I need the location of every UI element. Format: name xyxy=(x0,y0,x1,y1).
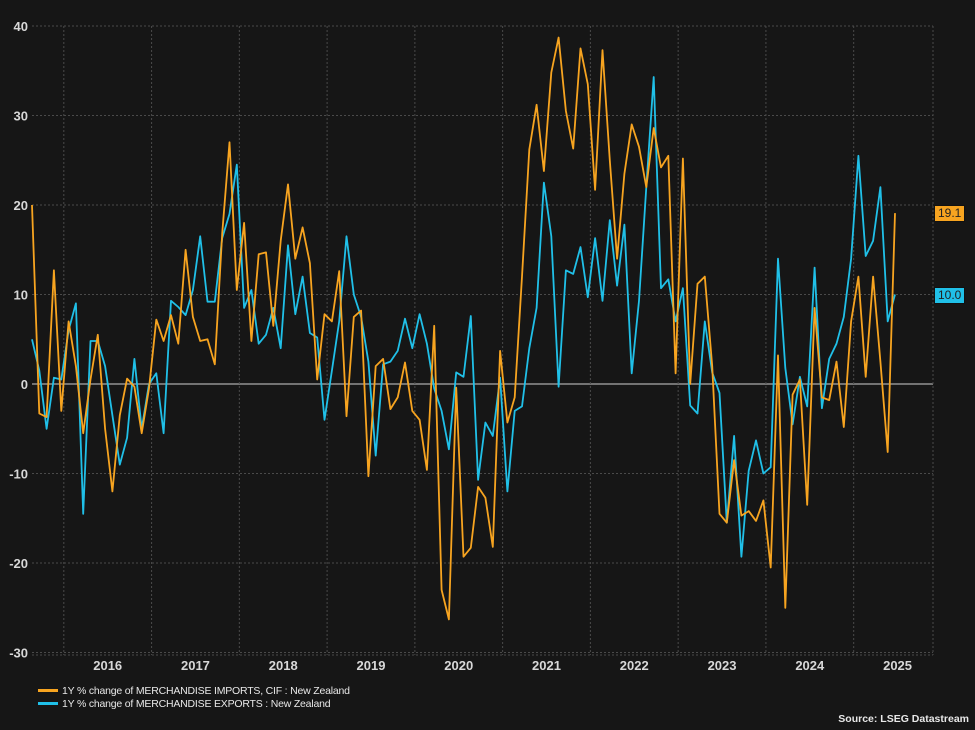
grid xyxy=(32,25,934,656)
x-tick-label: 2021 xyxy=(532,658,561,673)
y-tick-label: 30 xyxy=(14,109,28,124)
y-tick-label: 0 xyxy=(21,377,28,392)
x-tick-label: 2019 xyxy=(357,658,386,673)
x-tick-label: 2018 xyxy=(269,658,298,673)
exports-line xyxy=(31,76,896,558)
legend: 1Y % change of MERCHANDISE IMPORTS, CIF … xyxy=(38,684,350,710)
x-tick-label: 2016 xyxy=(93,658,122,673)
legend-label: 1Y % change of MERCHANDISE EXPORTS : New… xyxy=(62,697,331,710)
y-tick-label: 10 xyxy=(14,288,28,303)
x-tick-label: 2024 xyxy=(795,658,825,673)
y-tick-label: 40 xyxy=(14,19,28,34)
y-axis: 40 30 20 10 0 -10 -20 -30 xyxy=(9,19,28,661)
y-tick-label: -30 xyxy=(9,646,28,661)
x-tick-label: 2023 xyxy=(708,658,737,673)
x-tick-label: 2022 xyxy=(620,658,649,673)
y-tick-label: -20 xyxy=(9,556,28,571)
x-tick-label: 2017 xyxy=(181,658,210,673)
x-axis: 2016 2017 2018 2019 2020 2021 2022 2023 2024 2025 xyxy=(93,658,912,673)
y-tick-label: 20 xyxy=(14,198,28,213)
x-tick-label: 2020 xyxy=(444,658,473,673)
series-lines xyxy=(31,36,896,621)
legend-swatch-imports xyxy=(38,689,58,692)
source-note: Source: LSEG Datastream xyxy=(838,713,969,725)
legend-swatch-exports xyxy=(38,702,58,705)
imports-last-value-label: 19.1 xyxy=(934,205,966,223)
imports-line xyxy=(31,36,896,621)
y-tick-label: -10 xyxy=(9,467,28,482)
legend-label: 1Y % change of MERCHANDISE IMPORTS, CIF … xyxy=(62,684,350,697)
x-tick-label: 2025 xyxy=(883,658,912,673)
exports-last-value-label: 10.0 xyxy=(934,286,966,304)
legend-item-imports: 1Y % change of MERCHANDISE IMPORTS, CIF … xyxy=(38,684,350,697)
legend-item-exports: 1Y % change of MERCHANDISE EXPORTS : New… xyxy=(38,697,350,710)
